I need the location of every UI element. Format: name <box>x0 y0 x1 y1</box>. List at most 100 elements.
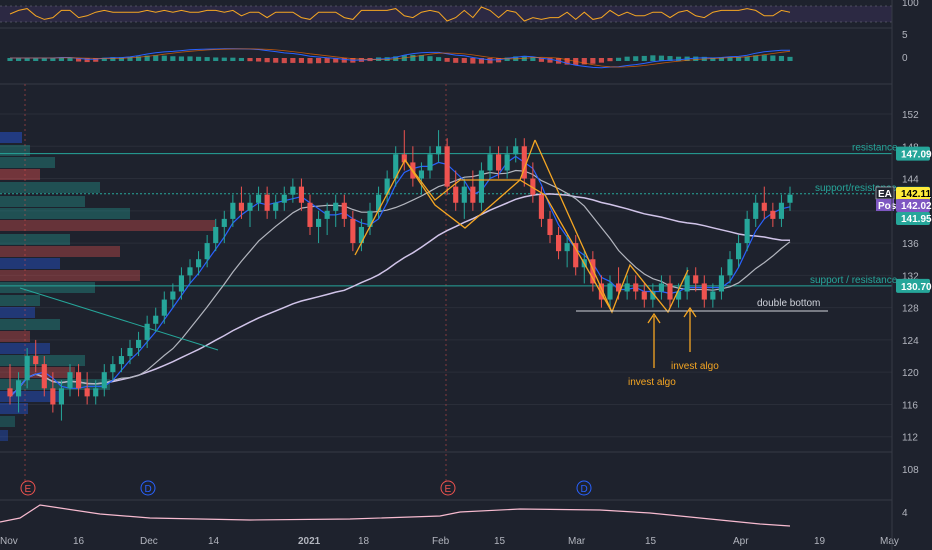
price-tag-value: 141.95 <box>901 214 932 225</box>
volume-profile-bar <box>0 319 60 330</box>
macd-histogram-bar <box>50 58 56 61</box>
teal-trendline <box>19 287 219 351</box>
date-label: Mar <box>568 536 586 547</box>
candle-body <box>136 339 142 348</box>
candle-body <box>530 178 536 195</box>
slow-moving-average <box>9 169 791 397</box>
candle-body <box>778 202 784 219</box>
volume-profile-bar <box>0 208 130 219</box>
candle-body <box>358 226 364 244</box>
candle-body <box>676 291 682 300</box>
candle-body <box>727 259 733 276</box>
macd-pane: 5 0 <box>7 30 908 69</box>
candle-body <box>264 194 270 211</box>
volume-profile-bar <box>0 343 50 354</box>
candle-body <box>538 194 544 219</box>
candle-body <box>213 226 219 244</box>
price-tag-bg <box>896 187 930 200</box>
candle-body <box>693 275 699 284</box>
invest-arrow-1-head <box>647 312 661 324</box>
macd-histogram-bar <box>418 55 424 61</box>
candle-body <box>384 178 390 195</box>
candle-body <box>573 243 579 268</box>
macd-histogram-bar <box>170 56 176 61</box>
macd-histogram-bar <box>693 56 699 61</box>
macd-histogram-bar <box>41 58 47 61</box>
volume-profile-bar <box>0 258 60 269</box>
event-marker-letter: E <box>25 484 32 495</box>
macd-histogram-bar <box>127 56 133 61</box>
candle-body <box>616 283 622 292</box>
price-tag-bg <box>896 199 930 212</box>
macd-histogram-bar <box>607 58 613 62</box>
price-tick-label: 152 <box>902 110 919 121</box>
macd-histogram-bar <box>461 58 467 63</box>
date-label: 19 <box>814 536 826 547</box>
candle-body <box>196 259 202 268</box>
candle-body <box>273 202 279 211</box>
macd-histogram-bar <box>196 56 202 61</box>
macd-histogram-bar <box>616 57 622 61</box>
price-tag-label: Post <box>878 201 900 212</box>
candle-body <box>230 202 236 219</box>
candle-body <box>556 235 562 252</box>
candle-body <box>736 243 742 260</box>
volume-profile-bar <box>0 282 95 293</box>
macd-histogram-bar <box>264 58 270 63</box>
horizontal-level-label: support/resistance <box>815 183 897 194</box>
candle-body <box>607 283 613 300</box>
volume-profile-bar <box>0 367 75 378</box>
event-marker-letter: D <box>145 484 152 495</box>
candle-body <box>341 202 347 219</box>
macd-histogram-bar <box>641 55 647 61</box>
macd-histogram-bar <box>538 58 544 62</box>
candle-body <box>76 372 82 389</box>
candle-body <box>298 186 304 203</box>
macd-histogram-bar <box>624 56 630 61</box>
volume-profile-bar <box>0 220 215 231</box>
macd-histogram-bar <box>547 58 553 63</box>
candle-body <box>650 291 656 300</box>
macd-histogram-bar <box>230 57 236 61</box>
macd-histogram-bar <box>753 55 759 61</box>
candle-body <box>496 154 502 171</box>
candle-body <box>50 388 56 405</box>
candle-body <box>401 154 407 163</box>
price-tag-label: EA <box>878 189 892 200</box>
candle-body <box>7 388 13 397</box>
price-pane: double bottom invest algo invest algo 15… <box>0 84 932 492</box>
candle-body <box>221 218 227 227</box>
macd-histogram-bar <box>633 56 639 61</box>
macd-histogram-bar <box>427 56 433 61</box>
candle-body <box>658 283 664 292</box>
price-tick-label: 144 <box>902 175 919 186</box>
macd-histogram-bar <box>667 56 673 61</box>
macd-histogram-bar <box>256 58 262 62</box>
macd-histogram-bar <box>676 56 682 61</box>
macd-histogram-bar <box>213 57 219 61</box>
date-label: 2021 <box>298 536 321 547</box>
price-tick-label: 108 <box>902 465 919 476</box>
candle-body <box>93 388 99 397</box>
candle-body <box>238 202 244 211</box>
macd-histogram-bar <box>33 58 39 61</box>
price-tag-value: 142.02 <box>901 201 932 212</box>
candle-body <box>504 154 510 171</box>
invest-algo-label-2: invest algo <box>671 361 719 372</box>
candle-body <box>324 210 330 219</box>
candle-body <box>24 356 30 381</box>
macd-histogram-bar <box>24 58 30 61</box>
candle-body <box>178 275 184 292</box>
candle-body <box>513 146 519 155</box>
event-marker-circle <box>20 480 36 496</box>
macd-histogram-bar <box>161 55 167 61</box>
price-tick-label: 136 <box>902 239 919 250</box>
macd-histogram-bar <box>16 58 22 61</box>
candle-body <box>418 170 424 179</box>
rsi-pane: 100 <box>0 0 919 23</box>
macd-histogram-bar <box>736 57 742 61</box>
volume-profile-bar <box>0 270 140 281</box>
price-tick-label: 128 <box>902 304 919 315</box>
